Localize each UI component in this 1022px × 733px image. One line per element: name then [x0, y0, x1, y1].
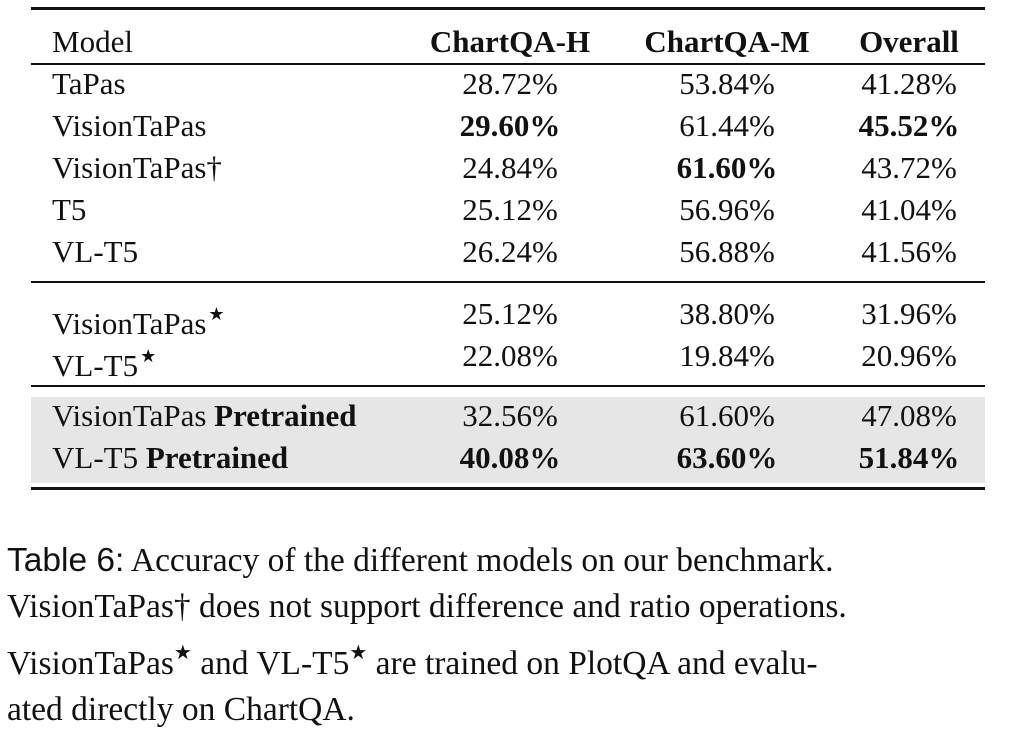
- row-chartqa-h: 29.60%: [459, 108, 561, 143]
- caption-text: Accuracy of the different models on our …: [130, 542, 834, 579]
- row-overall: 41.04%: [861, 192, 957, 227]
- caption-text: VisionTaPas: [7, 645, 174, 682]
- row-model: T5: [52, 192, 87, 227]
- table-top-rule: [31, 7, 985, 10]
- row-chartqa-h: 25.12%: [462, 296, 558, 331]
- table-caption: Table 6: Accuracy of the different model…: [7, 538, 1015, 733]
- pretrained-label: Pretrained: [145, 440, 289, 475]
- row-chartqa-m: 19.84%: [679, 338, 775, 373]
- header-overall: Overall: [859, 24, 959, 59]
- row-overall: 31.96%: [861, 296, 957, 331]
- caption-text: are trained on PlotQA and evalu-: [375, 645, 818, 682]
- table-header-row: Model ChartQA-H ChartQA-M Overall: [31, 21, 985, 63]
- row-chartqa-m: 56.96%: [679, 192, 775, 227]
- header-model: Model: [52, 24, 133, 59]
- header-rule: [31, 63, 985, 65]
- row-model: VisionTaPas: [52, 398, 207, 433]
- row-model: TaPas: [52, 66, 126, 101]
- row-overall: 41.28%: [861, 66, 957, 101]
- row-chartqa-h: 22.08%: [462, 338, 558, 373]
- row-overall: 43.72%: [861, 150, 957, 185]
- caption-line: Table 6: Accuracy of the different model…: [7, 538, 1015, 584]
- star-marker: ★: [349, 642, 368, 664]
- table-row: VisionTaPas Pretrained 32.56% 61.60% 47.…: [31, 395, 985, 437]
- row-chartqa-h: 40.08%: [459, 440, 561, 475]
- table-row: VL-T5 ★ 22.08% 19.84% 20.96%: [31, 335, 985, 383]
- table-row: TaPas 28.72% 53.84% 41.28%: [31, 63, 985, 105]
- caption-line: VisionTaPas★ and VL-T5★ are trained on P…: [7, 630, 1015, 687]
- row-chartqa-h: 25.12%: [462, 192, 558, 227]
- table-row: VL-T5 Pretrained 40.08% 63.60% 51.84%: [31, 437, 985, 479]
- row-model: VisionTaPas: [52, 306, 207, 341]
- row-overall: 45.52%: [858, 108, 960, 143]
- row-model: VL-T5: [52, 440, 139, 475]
- row-chartqa-m: 56.88%: [679, 234, 775, 269]
- group-rule: [31, 385, 985, 387]
- row-overall: 47.08%: [861, 398, 957, 433]
- caption-line: VisionTaPas† does not support difference…: [7, 588, 847, 625]
- pretrained-highlight: [31, 397, 985, 483]
- group-rule: [31, 281, 985, 283]
- row-chartqa-m: 61.44%: [679, 108, 775, 143]
- row-overall: 41.56%: [861, 234, 957, 269]
- table-row: VisionTaPas† 24.84% 61.60% 43.72%: [31, 147, 985, 189]
- row-chartqa-h: 28.72%: [462, 66, 558, 101]
- table-row: VisionTaPas ★ 25.12% 38.80% 31.96%: [31, 293, 985, 341]
- row-overall: 20.96%: [861, 338, 957, 373]
- star-marker: ★: [173, 642, 192, 664]
- caption-label: Table 6:: [7, 542, 125, 579]
- table-row: VisionTaPas 29.60% 61.44% 45.52%: [31, 105, 985, 147]
- star-marker: ★: [140, 346, 157, 366]
- table-row: T5 25.12% 56.96% 41.04%: [31, 189, 985, 231]
- header-chartqa-m: ChartQA-M: [644, 24, 810, 59]
- row-chartqa-h: 26.24%: [462, 234, 558, 269]
- star-marker: ★: [208, 304, 225, 324]
- row-chartqa-h: 32.56%: [462, 398, 558, 433]
- row-model-cell: VisionTaPas Pretrained: [52, 395, 357, 437]
- row-chartqa-m: 63.60%: [676, 440, 778, 475]
- row-chartqa-m: 61.60%: [676, 150, 778, 185]
- row-chartqa-m: 38.80%: [679, 296, 775, 331]
- row-chartqa-m: 53.84%: [679, 66, 775, 101]
- row-overall: 51.84%: [858, 440, 960, 475]
- caption-line: ated directly on ChartQA.: [7, 691, 355, 728]
- row-model-cell: VL-T5 Pretrained: [52, 437, 288, 479]
- pretrained-label: Pretrained: [214, 398, 357, 433]
- row-model: VL-T5: [52, 348, 139, 383]
- row-model: VL-T5: [52, 234, 139, 269]
- row-model: VisionTaPas†: [52, 150, 222, 185]
- row-model: VisionTaPas: [52, 108, 207, 143]
- caption-text: and VL-T5: [200, 645, 350, 682]
- table-bottom-rule: [31, 487, 985, 490]
- header-chartqa-h: ChartQA-H: [429, 24, 591, 59]
- row-chartqa-m: 61.60%: [679, 398, 775, 433]
- table-row: VL-T5 26.24% 56.88% 41.56%: [31, 231, 985, 273]
- row-model-cell: VL-T5 ★: [52, 335, 157, 383]
- row-model-cell: VisionTaPas ★: [52, 293, 225, 341]
- row-chartqa-h: 24.84%: [462, 150, 558, 185]
